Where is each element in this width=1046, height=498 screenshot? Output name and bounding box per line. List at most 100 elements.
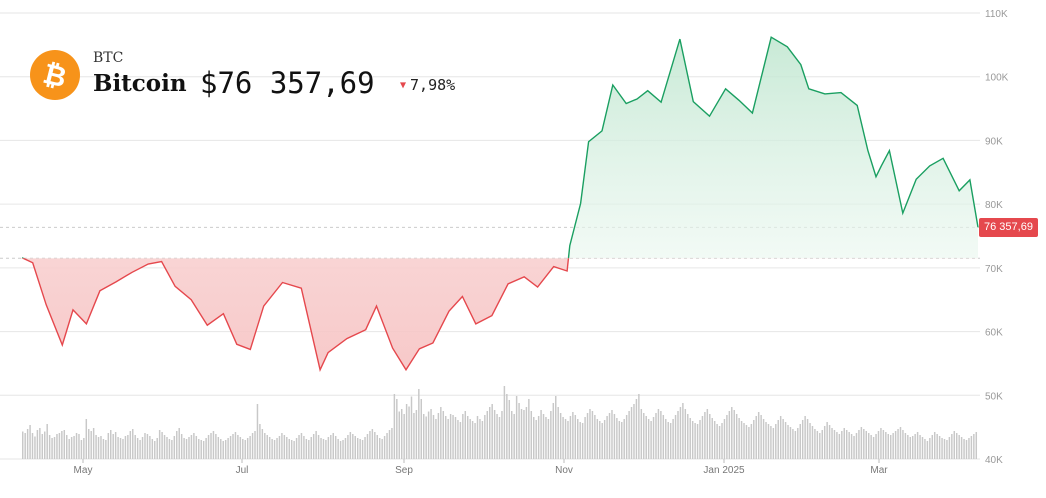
volume-bar — [787, 425, 789, 459]
volume-bar — [383, 436, 386, 459]
volume-bar — [88, 429, 90, 459]
volume-bar — [227, 438, 229, 459]
volume-bar — [420, 399, 423, 459]
volume-bar — [943, 439, 946, 459]
y-tick-label: 100K — [985, 73, 1009, 84]
volume-bar — [784, 422, 787, 459]
volume-bar — [352, 434, 354, 459]
volume-bar — [826, 422, 828, 459]
volume-bar — [520, 409, 523, 459]
volume-bar — [41, 434, 44, 459]
coin-name: Bitcoin — [93, 70, 187, 97]
price-area — [22, 37, 978, 370]
volume-bar — [256, 404, 259, 459]
volume-bar — [100, 436, 102, 459]
volume-bar — [48, 435, 51, 459]
volume-bar — [726, 415, 728, 459]
volume-bar — [579, 422, 581, 459]
volume-bar — [535, 420, 537, 459]
volume-bar — [757, 412, 760, 459]
volume-bar — [799, 424, 801, 459]
volume-bar — [31, 433, 34, 459]
volume-bar — [422, 414, 425, 459]
volume-bar — [581, 423, 584, 459]
volume-bar — [312, 434, 315, 459]
volume-bar — [330, 435, 332, 459]
volume-bar — [506, 394, 508, 459]
volume-bar — [577, 419, 579, 459]
volume-bar — [894, 431, 897, 459]
volume-bar — [95, 435, 97, 459]
volume-bar — [694, 423, 696, 459]
volume-bar — [696, 424, 699, 459]
volume-bar — [503, 386, 506, 459]
volume-bar — [738, 418, 740, 459]
volume-bar — [154, 441, 156, 459]
coin-price: $76 357,69 — [200, 66, 375, 100]
volume-bar — [547, 419, 550, 459]
volume-bar — [674, 415, 677, 459]
volume-bar — [427, 411, 430, 459]
volume-bar — [498, 417, 501, 459]
volume-bar — [85, 419, 88, 459]
volume-bar — [919, 435, 921, 459]
volume-bar — [200, 440, 202, 459]
volume-bar — [300, 433, 303, 459]
volume-bar — [789, 427, 792, 459]
volume-bar — [83, 438, 85, 459]
volume-bar — [356, 438, 359, 459]
y-tick-label: 90K — [985, 136, 1003, 147]
volume-bar — [61, 431, 63, 459]
volume-bar — [735, 414, 738, 459]
volume-bar — [459, 422, 462, 459]
volume-bar — [56, 434, 58, 459]
volume-bar — [662, 415, 665, 459]
volume-bar — [195, 436, 198, 459]
volume-bar — [244, 440, 246, 459]
volume-bar — [254, 431, 256, 459]
volume-bar — [660, 411, 662, 459]
volume-bar — [858, 430, 860, 459]
volume-bar — [391, 428, 393, 459]
volume-bar — [508, 400, 511, 459]
volume-bar — [488, 407, 491, 459]
volume-bar — [584, 417, 586, 459]
volume-bar — [437, 413, 440, 459]
volume-bar — [550, 411, 552, 459]
volume-bar — [909, 437, 912, 459]
volume-bar — [58, 433, 61, 459]
volume-bar — [315, 431, 317, 459]
bitcoin-icon: ₿ — [30, 50, 80, 100]
volume-bar — [396, 399, 398, 459]
volume-bar — [621, 422, 623, 459]
volume-bar — [669, 423, 672, 459]
volume-bar — [533, 417, 535, 459]
volume-bar — [843, 428, 845, 459]
volume-bar — [73, 436, 75, 459]
x-tick-label: Mar — [870, 465, 888, 476]
volume-bar — [931, 435, 934, 459]
volume-bar — [36, 430, 39, 459]
volume-bar — [139, 440, 141, 459]
volume-bar — [166, 437, 168, 459]
volume-bar — [515, 396, 518, 459]
volume-bar — [198, 439, 200, 459]
volume-bar — [405, 404, 408, 459]
volume-bar — [342, 440, 344, 459]
volume-bar — [511, 411, 513, 459]
volume-bar — [185, 439, 188, 459]
volume-bar — [569, 416, 572, 459]
volume-bar — [779, 416, 782, 459]
volume-bar — [650, 421, 652, 459]
volume-bar — [704, 412, 706, 459]
volume-bar — [831, 428, 833, 459]
volume-bar — [924, 439, 926, 459]
coin-ticker: BTC — [93, 50, 124, 66]
volume-bar — [308, 440, 310, 459]
volume-bar — [853, 436, 855, 459]
volume-bar — [234, 432, 237, 459]
volume-bar — [926, 441, 929, 459]
volume-bar — [491, 404, 493, 459]
volume-bar — [836, 432, 838, 459]
triangle-down-icon: ▼ — [400, 80, 407, 91]
